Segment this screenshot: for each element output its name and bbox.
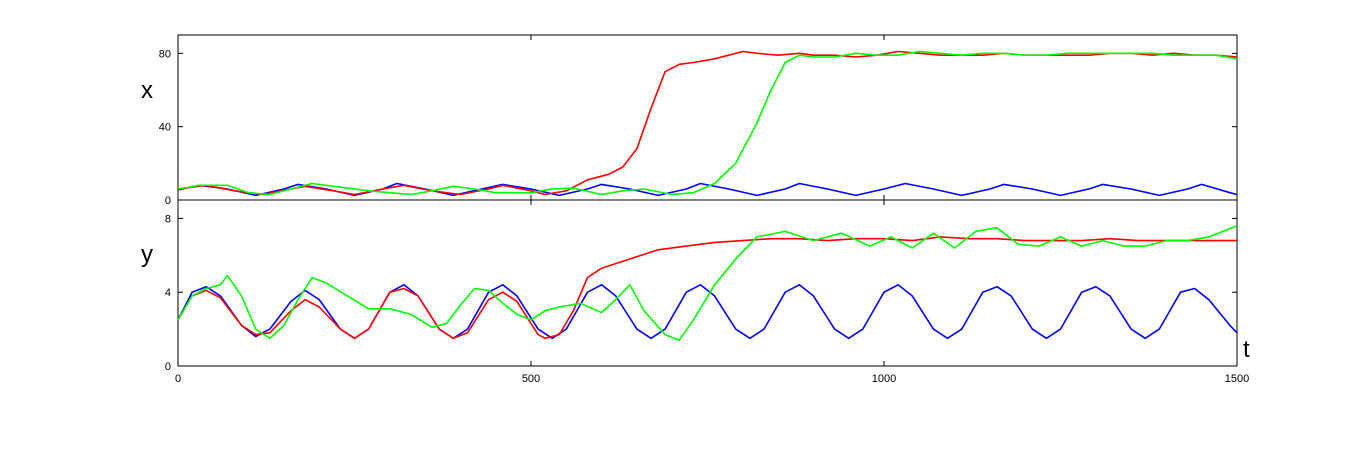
x-tick-label: 500 xyxy=(522,373,540,385)
series-line-3 xyxy=(177,225,1238,341)
x-tick-label: 1500 xyxy=(1225,373,1249,385)
bottom-x-ticks: 0 500 1000 1500 xyxy=(175,200,1249,385)
top-panel: 0 40 80 x xyxy=(141,34,1238,207)
bottom-y-axis-label: y xyxy=(141,241,153,268)
y-tick-label: 0 xyxy=(165,195,171,207)
top-y-axis-label: x xyxy=(141,77,153,104)
y-tick-label: 8 xyxy=(165,213,171,225)
bottom-y-ticks: 0 4 8 xyxy=(165,213,1237,373)
bottom-x-axis-label: t xyxy=(1243,336,1250,363)
x-tick-label: 1000 xyxy=(872,373,896,385)
top-series xyxy=(177,50,1238,197)
y-tick-label: 0 xyxy=(165,361,171,373)
top-x-ticks xyxy=(177,35,1238,200)
bottom-panel: 0 500 1000 1500 0 4 8 y t xyxy=(141,199,1250,385)
series-line-2 xyxy=(177,50,1238,196)
top-y-ticks: 0 40 80 xyxy=(159,48,1237,207)
series-line-2 xyxy=(177,236,1237,340)
y-tick-label: 4 xyxy=(165,287,171,299)
series-line-1 xyxy=(177,284,1238,340)
bottom-series xyxy=(177,225,1238,341)
x-tick-label: 0 xyxy=(175,373,181,385)
y-tick-label: 80 xyxy=(159,48,171,60)
bottom-plot-frame xyxy=(177,199,1238,367)
y-tick-label: 40 xyxy=(159,122,171,134)
series-line-3 xyxy=(177,50,1238,196)
series-line-1 xyxy=(177,182,1238,197)
